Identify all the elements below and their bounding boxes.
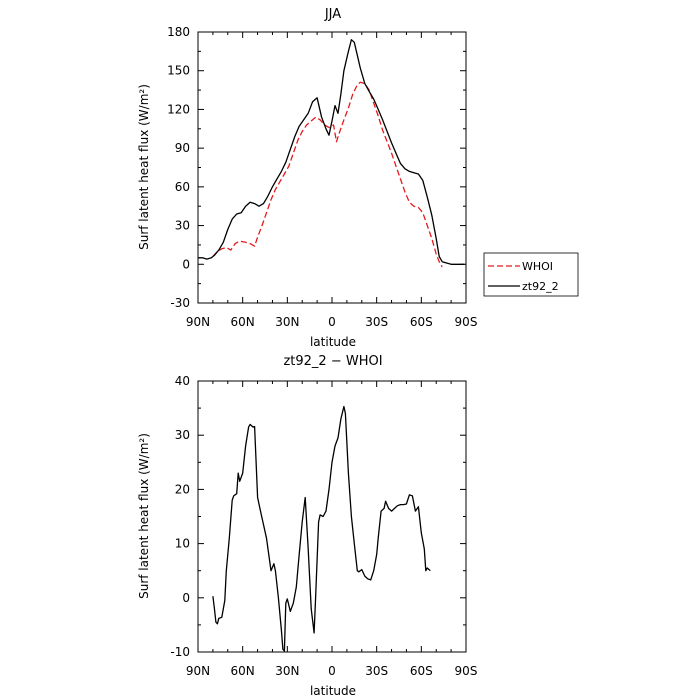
top-x-tick-label: 30S bbox=[365, 315, 388, 329]
bottom-x-tick-label: 30S bbox=[365, 664, 388, 678]
top-x-ticks: 90N 60N 30N 0 30S 60S 90S bbox=[186, 32, 478, 329]
top-x-tick-label: 60N bbox=[231, 315, 255, 329]
top-y-axis-title: Surf latent heat flux (W/m²) bbox=[137, 84, 151, 250]
bottom-y-tick-label: 20 bbox=[175, 482, 190, 496]
bottom-plot-frame bbox=[197, 380, 467, 653]
top-plot-frame bbox=[197, 31, 467, 304]
top-y-tick-label: 180 bbox=[167, 25, 190, 39]
top-x-tick-label: 90S bbox=[455, 315, 478, 329]
top-y-tick-label: -30 bbox=[170, 296, 190, 310]
top-chart-title: JJA bbox=[324, 7, 341, 22]
bottom-chart-title: zt92_2 − WHOI bbox=[283, 354, 382, 369]
top-y-ticks: -30 0 30 60 90 120 150 180 bbox=[167, 25, 466, 310]
top-y-tick-label: 150 bbox=[167, 64, 190, 78]
legend-label-whoi: WHOI bbox=[522, 260, 553, 273]
top-y-tick-label: 60 bbox=[175, 180, 190, 194]
top-y-tick-label: 0 bbox=[182, 257, 190, 271]
bottom-y-ticks: -10 0 10 20 30 40 bbox=[170, 374, 466, 659]
bottom-x-tick-label: 0 bbox=[328, 664, 336, 678]
bottom-x-tick-label: 60N bbox=[231, 664, 255, 678]
bottom-y-tick-label: 10 bbox=[175, 537, 190, 551]
top-panel: JJA 90N 60N 30N 0 30S 60S 90S -30 0 30 60 90 120 150… bbox=[137, 7, 477, 349]
top-y-tick-label: 90 bbox=[175, 141, 190, 155]
bottom-x-tick-label: 60S bbox=[410, 664, 433, 678]
bottom-x-tick-label: 90S bbox=[455, 664, 478, 678]
top-series-line-whoi bbox=[212, 81, 443, 268]
legend: WHOI zt92_2 bbox=[483, 252, 579, 297]
top-series-line-zt92-2 bbox=[198, 39, 465, 265]
bottom-series-line-0 bbox=[212, 405, 431, 652]
bottom-y-tick-label: 40 bbox=[175, 374, 190, 388]
bottom-x-tick-label: 30N bbox=[275, 664, 299, 678]
top-x-tick-label: 60S bbox=[410, 315, 433, 329]
top-series-lines bbox=[198, 39, 465, 268]
bottom-panel: zt92_2 − WHOI 90N 60N 30N 0 30S 60S 90S -10 0 10… bbox=[137, 354, 477, 698]
bottom-series-lines bbox=[212, 405, 431, 652]
top-x-axis-title: latitude bbox=[310, 335, 356, 349]
bottom-y-tick-label: 30 bbox=[175, 428, 190, 442]
bottom-y-tick-label: 0 bbox=[182, 591, 190, 605]
bottom-x-ticks: 90N 60N 30N 0 30S 60S 90S bbox=[186, 381, 478, 678]
bottom-x-axis-title: latitude bbox=[310, 684, 356, 698]
top-x-tick-label: 90N bbox=[186, 315, 210, 329]
bottom-y-axis-title: Surf latent heat flux (W/m²) bbox=[137, 433, 151, 599]
bottom-y-tick-label: -10 bbox=[170, 645, 190, 659]
top-y-tick-label: 120 bbox=[167, 102, 190, 116]
legend-box bbox=[483, 252, 579, 297]
top-y-tick-label: 30 bbox=[175, 219, 190, 233]
legend-label-zt92-2: zt92_2 bbox=[522, 280, 559, 293]
top-x-tick-label: 30N bbox=[275, 315, 299, 329]
bottom-x-tick-label: 90N bbox=[186, 664, 210, 678]
top-x-tick-label: 0 bbox=[328, 315, 336, 329]
